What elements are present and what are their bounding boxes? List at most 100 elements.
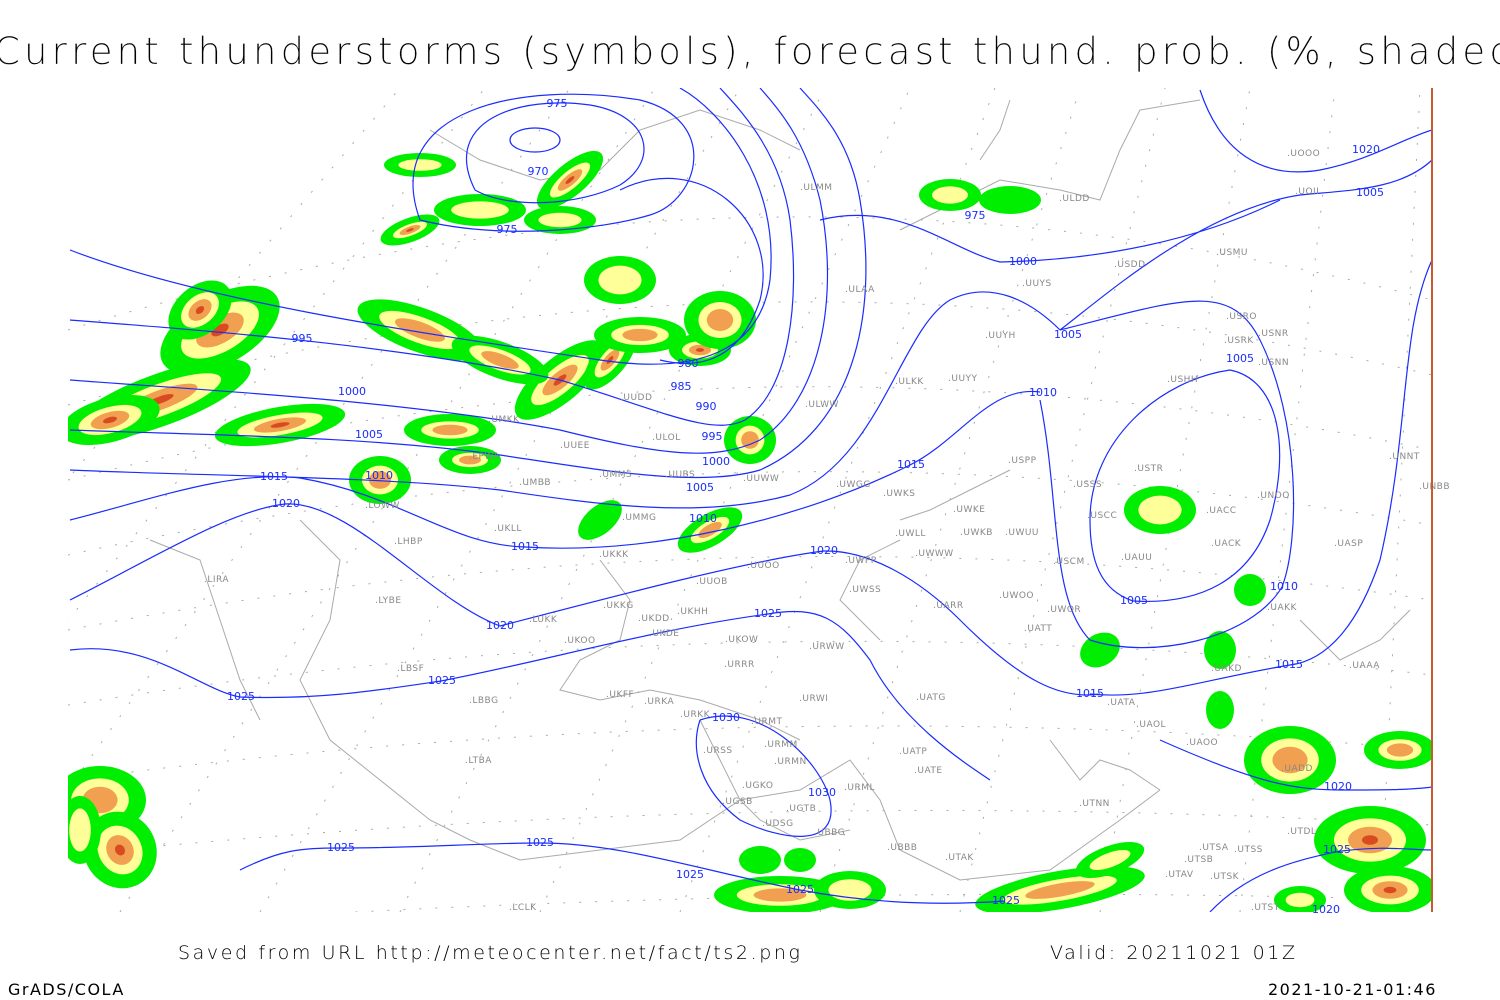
isobar-line bbox=[1059, 159, 1432, 331]
thunderstorm-prob-mid bbox=[451, 201, 509, 219]
isobar-label: 1005 bbox=[686, 481, 714, 494]
station-label: .UUOB bbox=[696, 577, 728, 587]
station-label: .UWWW bbox=[915, 549, 954, 559]
station-label: .UWOR bbox=[1047, 605, 1081, 615]
isobar-line bbox=[695, 715, 832, 837]
station-label: .UAKD bbox=[1211, 664, 1242, 674]
thunderstorm-prob-mid bbox=[1089, 849, 1131, 871]
thunderstorm-prob-high bbox=[369, 471, 391, 489]
thunderstorm-prob-high bbox=[459, 455, 481, 465]
isobar-label: 1020 bbox=[810, 544, 838, 557]
station-label: .UATT bbox=[1024, 624, 1052, 634]
isobar-label: 980 bbox=[678, 357, 699, 370]
isobar-line bbox=[412, 93, 695, 232]
coastline bbox=[299, 519, 1161, 881]
graticule-line bbox=[68, 301, 1432, 406]
isobar-label: 1025 bbox=[327, 841, 355, 854]
station-label: .LTBA bbox=[465, 756, 492, 766]
thunderstorm-prob-high bbox=[1386, 743, 1414, 757]
station-label: .UWKE bbox=[953, 505, 985, 515]
station-label: .UATA bbox=[1107, 698, 1136, 708]
isobar-label: 1010 bbox=[689, 512, 717, 525]
isobar-label: 1025 bbox=[754, 607, 782, 620]
station-label: .UTDL bbox=[1287, 827, 1316, 837]
thunderstorm-prob-max bbox=[195, 306, 205, 314]
isobar-label: 1010 bbox=[1029, 386, 1057, 399]
thunderstorm-prob-mid bbox=[69, 808, 91, 852]
isobar-label: 1015 bbox=[897, 458, 925, 471]
thunderstorm-prob-low bbox=[739, 846, 781, 874]
station-label: .UACC bbox=[1206, 506, 1237, 516]
station-label: .UATG bbox=[916, 693, 946, 703]
isobar-label: 1015 bbox=[511, 540, 539, 553]
isobar-label: 1025 bbox=[526, 836, 554, 849]
station-label: .UWOO bbox=[999, 591, 1034, 601]
station-label: .ULDD bbox=[1059, 194, 1090, 204]
station-label: .USNR bbox=[1258, 329, 1289, 339]
isobar-line bbox=[1199, 89, 1432, 173]
station-label: .UKHH bbox=[677, 607, 708, 617]
thunderstorm-prob-low bbox=[979, 186, 1041, 214]
station-label: .UUWW bbox=[743, 474, 779, 484]
isobar-line bbox=[819, 199, 1281, 263]
thunderstorm-prob-high bbox=[432, 424, 468, 436]
station-label: .UWSS bbox=[849, 585, 881, 595]
coastline bbox=[839, 539, 901, 641]
station-label: .UKOO bbox=[564, 636, 596, 646]
station-label: .UUBS bbox=[665, 470, 695, 480]
thunderstorm-prob-mid bbox=[1285, 892, 1315, 908]
station-label: .LBSF bbox=[397, 664, 424, 674]
isobar-label: 1000 bbox=[1009, 255, 1037, 268]
thunderstorm-prob-max bbox=[270, 422, 290, 428]
isobar-label: 975 bbox=[965, 209, 986, 222]
station-label: .UMKK bbox=[488, 415, 520, 425]
station-label: .USMU bbox=[1216, 248, 1248, 258]
station-label: .UWLL bbox=[895, 529, 926, 539]
station-label: .EPWA bbox=[469, 452, 500, 462]
isobar-label: 1025 bbox=[676, 868, 704, 881]
station-label: .USNN bbox=[1258, 358, 1289, 368]
isobar-label: 970 bbox=[528, 165, 549, 178]
station-label: .LBBG bbox=[469, 696, 499, 706]
station-label: .UTSB bbox=[1184, 855, 1213, 865]
graticule-line bbox=[68, 725, 1432, 781]
station-label: .UGKO bbox=[742, 781, 773, 791]
thunderstorm-prob-max bbox=[406, 228, 414, 232]
isobar-line bbox=[1089, 259, 1432, 696]
isobar-line bbox=[1039, 300, 1295, 649]
station-label: .UNOO bbox=[1257, 491, 1290, 501]
isobar-label: 1025 bbox=[227, 690, 255, 703]
station-label: .UTST bbox=[1251, 903, 1280, 913]
thunderstorm-prob-max bbox=[103, 416, 117, 424]
station-label: .UACK bbox=[1211, 539, 1242, 549]
station-label: .UASP bbox=[1334, 539, 1363, 549]
thunderstorm-prob-max bbox=[1383, 886, 1397, 894]
station-label: .UKDE bbox=[649, 629, 679, 639]
station-label: .ULMM bbox=[800, 183, 833, 193]
isobar-labels: 970 975 975 975 980 985 990 995 995 1000 1000 1000 1… bbox=[227, 97, 1384, 916]
station-label: .UTSS bbox=[1234, 845, 1263, 855]
isobar-label: 1025 bbox=[786, 883, 814, 896]
isobar-line bbox=[1159, 739, 1432, 791]
source-url-text: Saved from URL http://meteocenter.net/fa… bbox=[178, 942, 803, 964]
thunderstorm-prob-low bbox=[1204, 631, 1236, 669]
station-label: .UUOO bbox=[747, 561, 780, 571]
coastline bbox=[979, 99, 1011, 161]
coastline bbox=[699, 719, 851, 841]
isobar-label: 990 bbox=[696, 400, 717, 413]
isobar-line bbox=[239, 842, 1006, 904]
thunderstorm-prob-max bbox=[606, 356, 614, 364]
isobar-label: 1005 bbox=[1054, 328, 1082, 341]
isobar-label: 1000 bbox=[702, 455, 730, 468]
station-label: .USRK bbox=[1224, 336, 1254, 346]
isobar-label: 1005 bbox=[355, 428, 383, 441]
station-label: .LIRA bbox=[204, 575, 229, 585]
station-label: .UMBB bbox=[519, 478, 551, 488]
isobar-line bbox=[1089, 369, 1281, 603]
station-label: .UOOO bbox=[1287, 149, 1320, 159]
station-label: .UTAV bbox=[1165, 870, 1194, 880]
isobar-label: 1005 bbox=[1120, 594, 1148, 607]
station-label: .USTR bbox=[1134, 464, 1163, 474]
station-label: .UTSK bbox=[1210, 872, 1240, 882]
isobar-line bbox=[69, 88, 795, 426]
